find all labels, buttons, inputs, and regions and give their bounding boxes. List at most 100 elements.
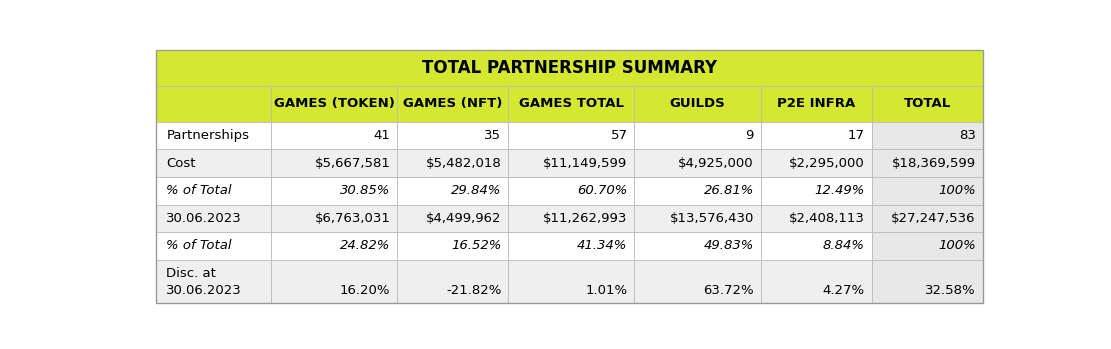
Text: 17: 17 <box>848 129 864 142</box>
Text: $13,576,430: $13,576,430 <box>670 212 754 225</box>
Text: 29.84%: 29.84% <box>451 184 501 197</box>
Text: Partnerships: Partnerships <box>167 129 250 142</box>
Bar <box>872 86 982 122</box>
Bar <box>271 232 397 260</box>
Bar <box>872 149 982 177</box>
Bar <box>761 149 872 177</box>
Bar <box>508 122 634 149</box>
Bar <box>398 177 508 205</box>
Bar <box>634 149 761 177</box>
Bar <box>761 177 872 205</box>
Text: TOTAL PARTNERSHIP SUMMARY: TOTAL PARTNERSHIP SUMMARY <box>422 59 717 77</box>
Bar <box>271 260 397 303</box>
Text: $5,482,018: $5,482,018 <box>426 157 501 170</box>
Text: 30.85%: 30.85% <box>340 184 390 197</box>
Bar <box>872 177 982 205</box>
Text: $6,763,031: $6,763,031 <box>314 212 390 225</box>
Bar <box>398 86 508 122</box>
Text: 60.70%: 60.70% <box>578 184 628 197</box>
Bar <box>271 149 397 177</box>
Bar <box>271 177 397 205</box>
Text: $18,369,599: $18,369,599 <box>892 157 975 170</box>
Bar <box>761 260 872 303</box>
Text: $2,408,113: $2,408,113 <box>789 212 864 225</box>
Bar <box>872 260 982 303</box>
Bar <box>271 86 397 122</box>
Text: 30.06.2023: 30.06.2023 <box>167 212 242 225</box>
Text: 100%: 100% <box>938 239 975 252</box>
Bar <box>156 122 271 149</box>
Bar <box>398 122 508 149</box>
Bar <box>156 50 982 86</box>
Text: 49.83%: 49.83% <box>703 239 754 252</box>
Bar <box>156 149 271 177</box>
Text: 32.58%: 32.58% <box>925 284 975 297</box>
Text: P2E INFRA: P2E INFRA <box>777 97 855 110</box>
Bar <box>872 205 982 232</box>
Bar <box>508 260 634 303</box>
Bar <box>508 232 634 260</box>
Text: $5,667,581: $5,667,581 <box>314 157 390 170</box>
Bar <box>872 122 982 149</box>
Text: 16.52%: 16.52% <box>451 239 501 252</box>
Bar <box>634 122 761 149</box>
Text: 9: 9 <box>745 129 754 142</box>
Text: $4,925,000: $4,925,000 <box>678 157 754 170</box>
Text: 57: 57 <box>611 129 628 142</box>
Text: GUILDS: GUILDS <box>670 97 725 110</box>
Bar <box>271 205 397 232</box>
Text: % of Total: % of Total <box>167 239 232 252</box>
Text: $27,247,536: $27,247,536 <box>891 212 975 225</box>
Bar <box>872 232 982 260</box>
Bar <box>761 86 872 122</box>
Text: 41: 41 <box>373 129 390 142</box>
Text: TOTAL: TOTAL <box>903 97 951 110</box>
Bar <box>761 122 872 149</box>
Text: 30.06.2023: 30.06.2023 <box>167 284 242 297</box>
Bar <box>156 260 271 303</box>
Bar <box>398 149 508 177</box>
Text: $11,149,599: $11,149,599 <box>543 157 628 170</box>
Bar <box>508 177 634 205</box>
Text: % of Total: % of Total <box>167 184 232 197</box>
Text: 35: 35 <box>484 129 501 142</box>
Bar <box>508 149 634 177</box>
Bar <box>634 260 761 303</box>
Text: Disc. at: Disc. at <box>167 267 217 280</box>
Text: GAMES TOTAL: GAMES TOTAL <box>519 97 623 110</box>
Bar <box>398 232 508 260</box>
Text: 12.49%: 12.49% <box>814 184 864 197</box>
Bar <box>398 205 508 232</box>
Bar <box>508 86 634 122</box>
Text: Cost: Cost <box>167 157 196 170</box>
Text: 100%: 100% <box>938 184 975 197</box>
Bar <box>156 86 271 122</box>
Bar <box>761 232 872 260</box>
Bar <box>156 232 271 260</box>
Bar <box>271 122 397 149</box>
Text: 24.82%: 24.82% <box>340 239 390 252</box>
Text: 8.84%: 8.84% <box>823 239 864 252</box>
Bar <box>508 205 634 232</box>
Bar <box>634 232 761 260</box>
Text: -21.82%: -21.82% <box>446 284 501 297</box>
Text: 41.34%: 41.34% <box>578 239 628 252</box>
Bar <box>634 205 761 232</box>
Text: 63.72%: 63.72% <box>703 284 754 297</box>
Text: 4.27%: 4.27% <box>822 284 864 297</box>
Text: GAMES (TOKEN): GAMES (TOKEN) <box>273 97 394 110</box>
Text: 26.81%: 26.81% <box>703 184 754 197</box>
Bar <box>156 177 271 205</box>
Text: 16.20%: 16.20% <box>340 284 390 297</box>
Bar <box>634 86 761 122</box>
Bar <box>761 205 872 232</box>
Text: $4,499,962: $4,499,962 <box>426 212 501 225</box>
Text: $11,262,993: $11,262,993 <box>543 212 628 225</box>
Bar <box>156 205 271 232</box>
Text: $2,295,000: $2,295,000 <box>789 157 864 170</box>
Bar <box>634 177 761 205</box>
Text: 83: 83 <box>959 129 975 142</box>
Text: 1.01%: 1.01% <box>585 284 628 297</box>
Text: GAMES (NFT): GAMES (NFT) <box>403 97 502 110</box>
Bar <box>398 260 508 303</box>
